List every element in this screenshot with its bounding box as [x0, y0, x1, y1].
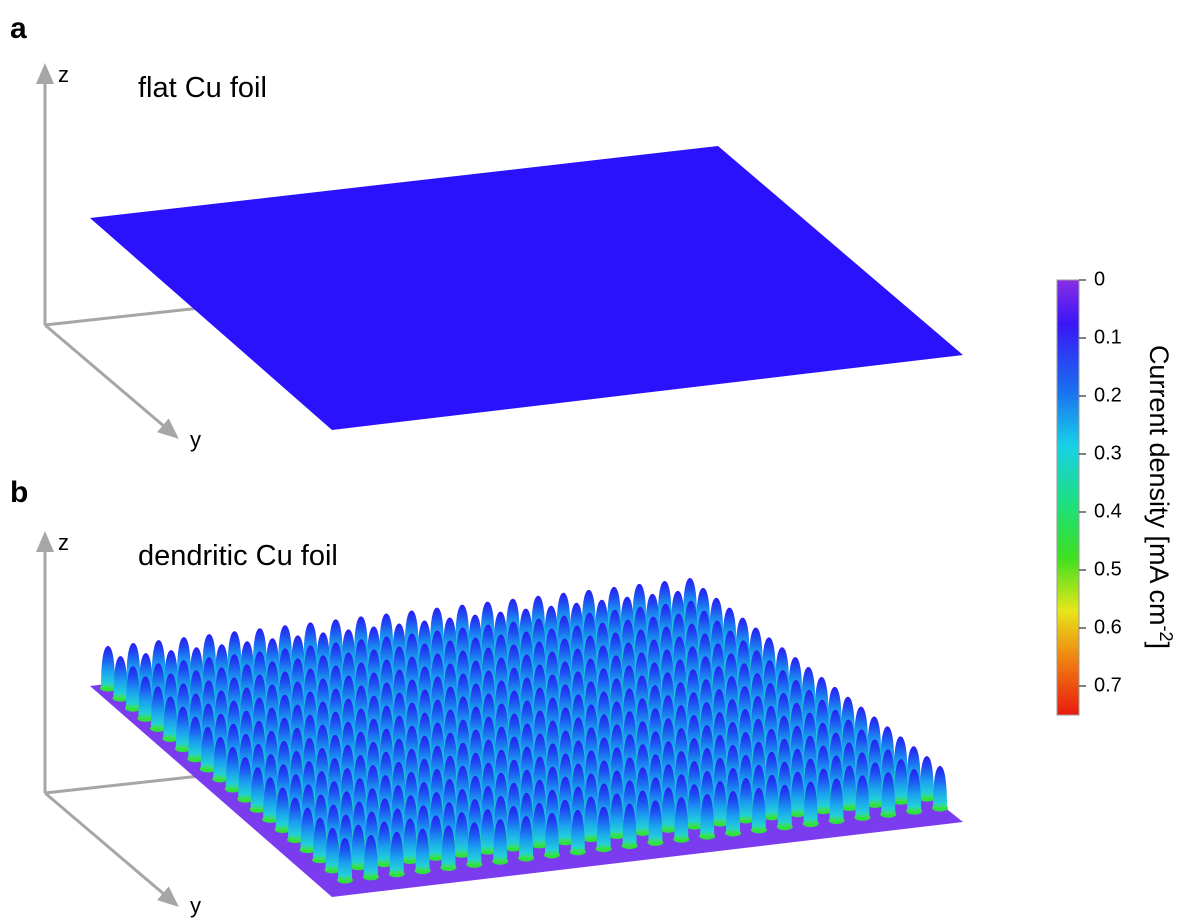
colorbar-tick-label: 0.2	[1094, 384, 1122, 406]
colorbar-label-end: ]	[1144, 642, 1174, 650]
z-label: z	[58, 530, 69, 555]
x-axis	[45, 776, 200, 793]
y-axis	[45, 793, 172, 901]
dendrite	[920, 756, 934, 798]
x-axis	[45, 308, 200, 325]
colorbar-ticks: 0 0.1 0.2 0.3 0.4 0.5 0.6 0.7	[1079, 268, 1122, 696]
panel-letter: a	[10, 12, 27, 45]
dendrite	[101, 646, 115, 688]
colorbar-tick-label: 0.6	[1094, 616, 1122, 638]
panel-title: flat Cu foil	[138, 72, 267, 104]
colorbar-label-sup: -2	[1156, 626, 1176, 642]
colorbar-tick-label: 0.1	[1094, 326, 1122, 348]
flat-foil	[90, 146, 963, 430]
colorbar-label: Current density [mA cm-2]	[1144, 345, 1176, 649]
z-label: z	[58, 62, 69, 87]
panel-title: dendritic Cu foil	[138, 540, 338, 572]
y-axis	[45, 325, 172, 433]
y-label: y	[190, 893, 201, 918]
colorbar-tick-label: 0.4	[1094, 500, 1122, 522]
figure: a z y flat Cu foil b z y dendritic Cu fo…	[0, 0, 1188, 920]
dendrite	[113, 656, 127, 698]
dendrite	[933, 766, 947, 808]
colorbar-label-main: Current density [mA cm	[1144, 345, 1174, 626]
y-label: y	[190, 427, 201, 452]
panel-letter: b	[10, 476, 28, 509]
colorbar-tick-label: 0.3	[1094, 442, 1122, 464]
colorbar-tick-label: 0.5	[1094, 558, 1122, 580]
colorbar-tick-label: 0	[1094, 268, 1105, 290]
colorbar	[1057, 280, 1079, 715]
colorbar-tick-label: 0.7	[1094, 674, 1122, 696]
